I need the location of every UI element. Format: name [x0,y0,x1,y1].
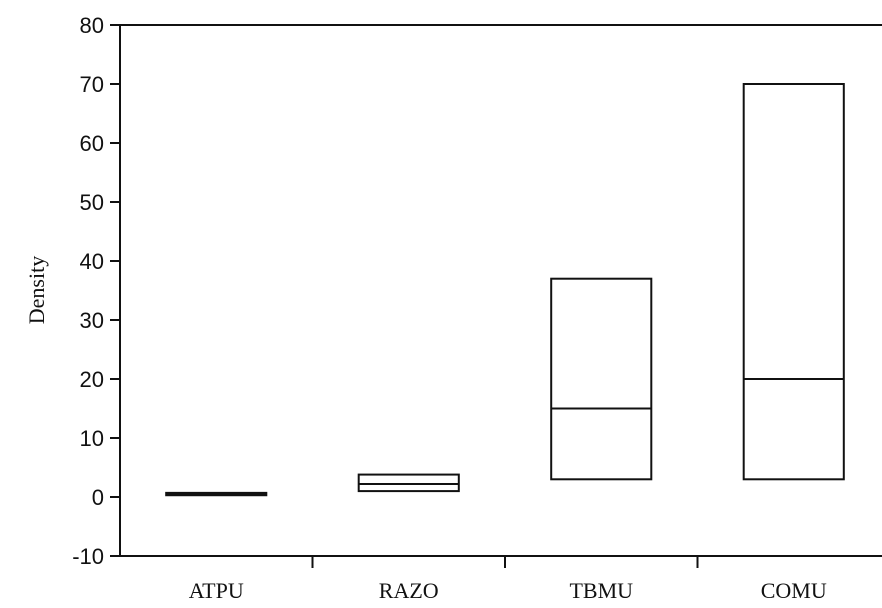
boxes [165,83,845,497]
y-tick-label: -10 [72,544,104,569]
y-tick-label: 60 [80,131,104,156]
y-tick-label: 40 [80,249,104,274]
x-category-label: COMU [761,578,827,603]
box-razo [357,473,460,493]
y-tick-label: 50 [80,190,104,215]
x-category-label: ATPU [189,578,244,603]
x-axis: ATPU RAZO TBMU COMU [189,556,827,603]
box-tbmu [550,277,653,481]
y-tick-label: 10 [80,426,104,451]
y-tick-label: 80 [80,13,104,38]
y-tick-label: 30 [80,308,104,333]
x-category-label: TBMU [569,578,633,603]
x-category-label: RAZO [379,578,439,603]
y-tick-label: 0 [92,485,104,510]
y-axis-title: Density [24,256,49,324]
y-tick-label: 70 [80,72,104,97]
box-comu [742,83,845,481]
y-tick-label: 20 [80,367,104,392]
y-axis: -10 0 10 20 30 40 50 60 70 80 [72,13,120,569]
